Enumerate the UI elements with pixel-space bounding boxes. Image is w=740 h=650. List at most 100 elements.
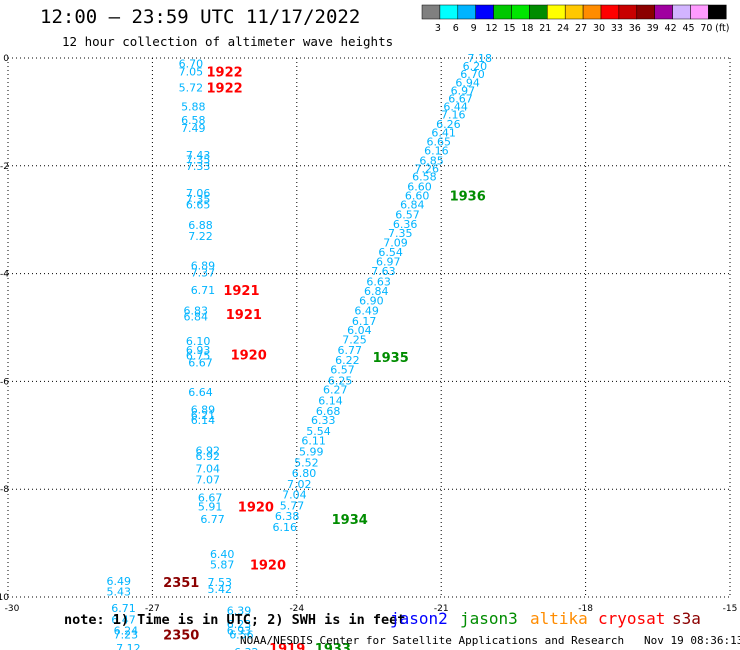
wave-height-label: 6.97 bbox=[376, 256, 401, 269]
wave-height-label: 6.89 bbox=[191, 260, 216, 273]
track-time-label: 1921 bbox=[226, 308, 262, 323]
y-tick-label: -2 bbox=[0, 162, 9, 172]
colorbar-label: 15 bbox=[503, 23, 515, 34]
wave-height-label: 7.33 bbox=[186, 160, 211, 173]
wave-height-label: 6.14 bbox=[318, 394, 343, 407]
wave-height-label: 6.70 bbox=[460, 68, 485, 81]
wave-height-label: 6.25 bbox=[328, 374, 353, 387]
wave-height-label: 6.63 bbox=[366, 276, 391, 289]
wave-height-label: 6.56 bbox=[229, 629, 254, 642]
wave-height-label: 6.49 bbox=[354, 304, 379, 317]
wave-height-label: 7.16 bbox=[441, 109, 466, 122]
wave-height-label: 6.47 bbox=[111, 614, 136, 627]
wave-height-label: 6.11 bbox=[301, 435, 326, 448]
wave-height-label: 6.84 bbox=[364, 285, 389, 298]
colorbar-label: 27 bbox=[575, 23, 587, 34]
wave-height-label: 7.04 bbox=[282, 489, 307, 502]
credit-line: NOAA/NESDIS Center for Satellite Applica… bbox=[240, 634, 740, 647]
wave-height-label: 6.17 bbox=[352, 315, 377, 328]
wave-height-label: 6.57 bbox=[330, 364, 355, 377]
wave-height-label: 6.54 bbox=[378, 246, 403, 259]
wave-height-label: 6.92 bbox=[196, 444, 221, 457]
colorbar-label: 18 bbox=[521, 23, 533, 34]
wave-height-label: 6.49 bbox=[106, 575, 131, 588]
color-scale-legend: 3 6 9 12 15 18 21 24 27 30 33 36 39 42 45 70 (ft) bbox=[421, 4, 729, 34]
satellite-legend-s3a: s3a bbox=[672, 609, 701, 628]
colorbar-swatch bbox=[708, 4, 727, 20]
wave-height-label: 6.67 bbox=[198, 491, 223, 504]
wave-height-label: 5.54 bbox=[306, 425, 331, 438]
wave-height-label: 5.43 bbox=[106, 586, 131, 599]
wave-height-label: 6.24 bbox=[114, 624, 139, 637]
wave-height-label: 6.77 bbox=[337, 344, 362, 357]
satellite-legend-jason2: jason2 bbox=[390, 609, 448, 628]
track-time-label: 2350 bbox=[163, 629, 199, 644]
wave-height-label: 6.58 bbox=[412, 171, 437, 184]
wave-height-label: 6.14 bbox=[191, 414, 216, 427]
wave-height-label: 5.88 bbox=[181, 101, 206, 114]
track-time-label: 1919 bbox=[269, 642, 305, 650]
track-time-label: 2351 bbox=[163, 576, 199, 591]
wave-height-label: 7.05 bbox=[179, 65, 204, 78]
wave-height-label: 6.38 bbox=[275, 510, 300, 523]
colorbar-label: 45 bbox=[682, 23, 694, 34]
colorbar-label: 3 bbox=[435, 23, 441, 34]
track-time-label: 1920 bbox=[231, 348, 267, 363]
track-time-label: 1935 bbox=[373, 351, 409, 366]
wave-height-label: 6.71 bbox=[191, 284, 216, 297]
wave-height-label: 7.12 bbox=[116, 642, 141, 650]
colorbar-label: 9 bbox=[471, 23, 477, 34]
y-tick-label: -8 bbox=[0, 485, 9, 495]
wave-height-label: 6.39 bbox=[227, 604, 252, 617]
wave-height-label: 6.16 bbox=[273, 521, 298, 534]
wave-height-label: 5.52 bbox=[294, 456, 319, 469]
wave-height-label: 7.37 bbox=[191, 267, 216, 280]
wave-height-label: 7.04 bbox=[196, 463, 221, 476]
y-tick-label: -10 bbox=[0, 593, 9, 603]
wave-height-label: 5.87 bbox=[210, 559, 235, 572]
x-tick-label: -27 bbox=[145, 604, 160, 614]
wave-height-label: 7.35 bbox=[186, 193, 211, 206]
x-tick-label: -30 bbox=[5, 604, 20, 614]
y-tick-label: -4 bbox=[0, 270, 9, 280]
track-time-label: 1933 bbox=[315, 642, 351, 650]
wave-height-label: 7.53 bbox=[208, 576, 233, 589]
footnote: note: 1) Time is in UTC; 2) SWH is in fe… bbox=[64, 612, 406, 628]
wave-height-label: 7.63 bbox=[371, 265, 396, 278]
colorbar-label: 24 bbox=[557, 23, 569, 34]
wave-height-label: 7.23 bbox=[114, 629, 139, 642]
colorbar-unit: (ft) bbox=[715, 23, 729, 34]
wave-height-label: 6.41 bbox=[431, 126, 456, 139]
wave-height-label: 6.67 bbox=[188, 357, 213, 370]
wave-height-label: 6.90 bbox=[359, 295, 384, 308]
wave-height-label: 6.92 bbox=[196, 450, 221, 463]
wave-height-label: 6.93 bbox=[227, 624, 252, 637]
track-time-label: 1934 bbox=[332, 513, 368, 528]
wave-height-label: 6.68 bbox=[316, 405, 341, 418]
wave-height-label: 6.84 bbox=[400, 199, 425, 212]
wave-height-label: 7.49 bbox=[181, 122, 206, 135]
wave-height-label: 5.99 bbox=[299, 445, 324, 458]
wave-height-label: 6.97 bbox=[451, 84, 476, 97]
wave-height-label: 6.04 bbox=[347, 324, 372, 337]
wave-height-label: 7.25 bbox=[342, 333, 367, 346]
wave-height-label: 6.21 bbox=[191, 409, 216, 422]
track-time-label: 1922 bbox=[207, 65, 243, 80]
colorbar-label: 21 bbox=[539, 23, 551, 34]
colorbar-label: 70 bbox=[700, 23, 712, 34]
wave-height-label: 6.70 bbox=[179, 57, 204, 70]
x-tick-label: -15 bbox=[723, 604, 738, 614]
wave-height-label: 6.40 bbox=[210, 548, 235, 561]
chart-subtitle: 12 hour collection of altimeter wave hei… bbox=[62, 34, 394, 49]
wave-height-label: 7.07 bbox=[196, 473, 221, 486]
wave-height-label: 6.94 bbox=[455, 76, 480, 89]
wave-height-label: 7.02 bbox=[287, 478, 312, 491]
track-time-label: 1936 bbox=[450, 189, 486, 204]
satellite-legend-jason3: jason3 bbox=[460, 609, 518, 628]
x-tick-label: -18 bbox=[578, 604, 593, 614]
satellite-legend-altika: altika bbox=[530, 609, 588, 628]
track-time-label: 1920 bbox=[250, 559, 286, 574]
colorbar-label: 6 bbox=[453, 23, 459, 34]
wave-height-label: 6.27 bbox=[323, 383, 348, 396]
